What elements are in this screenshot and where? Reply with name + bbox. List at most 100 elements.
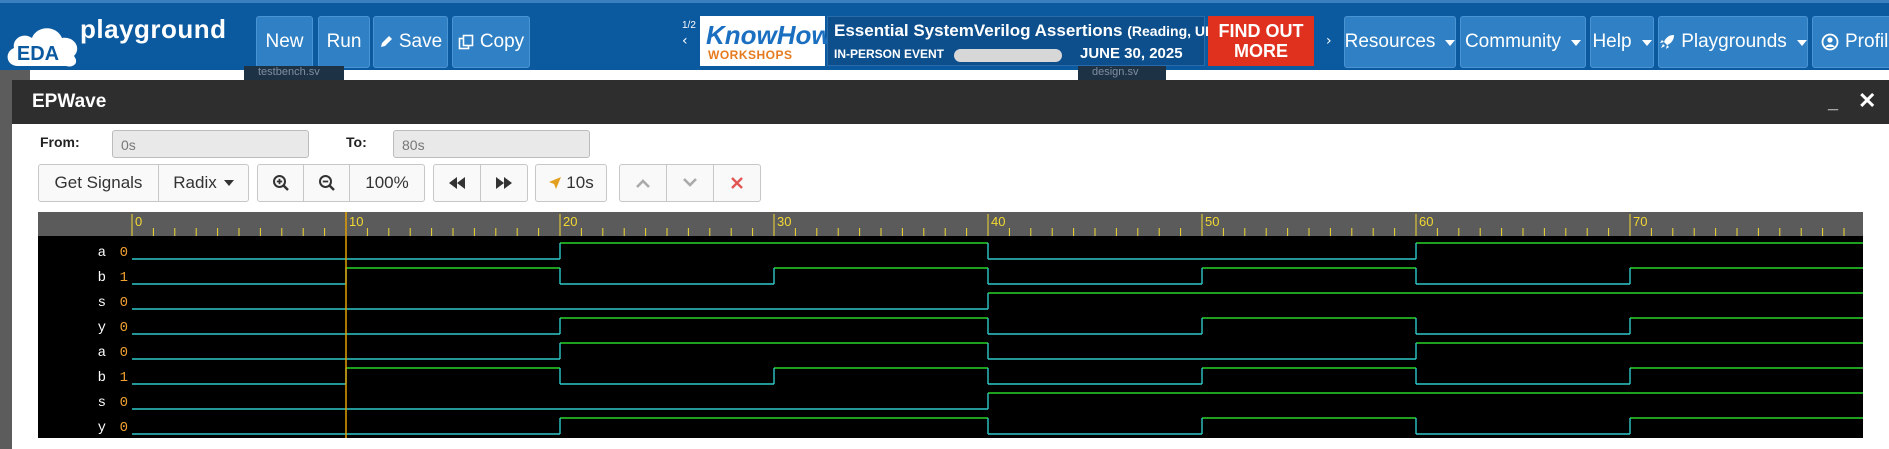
get-signals-label: Get Signals — [54, 173, 143, 192]
new-button-label: New — [265, 31, 304, 52]
ad-prev-chevron-icon[interactable]: ‹ — [682, 33, 688, 49]
signal-value: 0 — [120, 345, 128, 361]
ad-next-chevron-icon[interactable]: › — [1326, 33, 1332, 49]
copy-icon — [458, 34, 474, 50]
signal-name-y[interactable]: y — [98, 420, 106, 436]
profile-menu-label: Profile — [1845, 31, 1889, 52]
signal-name-a[interactable]: a — [98, 345, 106, 361]
from-field[interactable]: 0s — [112, 130, 309, 158]
help-menu[interactable]: Help — [1590, 16, 1654, 68]
navigate-group — [433, 164, 528, 202]
move-down-button[interactable] — [666, 164, 714, 202]
remove-signal-button[interactable] — [713, 164, 761, 202]
save-button-label: Save — [398, 31, 443, 52]
community-menu-label: Community — [1464, 31, 1562, 52]
signal-name-b[interactable]: b — [98, 270, 106, 286]
cursor-group: 10s — [535, 164, 607, 202]
epwave-body: From: 0s To: 80s Get Signals Radix 100% — [12, 124, 1889, 449]
ruler-tick-label: 0 — [135, 214, 142, 229]
epwave-window: EPWave _ ✕ From: 0s To: 80s Get Signals … — [12, 80, 1889, 449]
ad-brand-logo: KnowHow — [706, 20, 832, 50]
run-button[interactable]: Run — [318, 16, 370, 68]
ad-info-panel: Essential SystemVerilog Assertions (Read… — [827, 16, 1220, 66]
profile-menu[interactable]: Profile — [1812, 16, 1889, 68]
community-menu[interactable]: Community — [1460, 16, 1586, 68]
close-icon — [731, 177, 743, 189]
zoom-in-button[interactable] — [257, 164, 304, 202]
copy-button[interactable]: Copy — [452, 16, 530, 68]
signal-value: 0 — [120, 245, 128, 261]
signal-value: 0 — [120, 420, 128, 436]
ad-banner[interactable]: KnowHow WORKSHOPS Essential SystemVerilo… — [700, 16, 1314, 66]
chevron-down-icon — [1641, 40, 1652, 46]
cursor-step-button[interactable]: 10s — [535, 164, 607, 202]
chevron-down-icon — [1571, 40, 1582, 46]
ad-event-type: IN-PERSON EVENT — [834, 47, 945, 61]
ad-title-text: Essential SystemVerilog Assertions — [834, 21, 1123, 40]
radix-label: Radix — [173, 173, 217, 192]
rewind-icon — [449, 177, 465, 189]
from-label: From: — [40, 134, 80, 150]
ruler-tick-label: 50 — [1205, 214, 1219, 229]
ad-brand-panel: KnowHow WORKSHOPS — [700, 16, 832, 66]
ad-cta-line1: FIND OUT — [1218, 21, 1304, 41]
wave-scroll-gutter[interactable] — [1863, 212, 1889, 438]
signals-group: Get Signals Radix — [38, 164, 249, 202]
signal-name-a[interactable]: a — [98, 245, 106, 261]
ruler-tick-label: 40 — [991, 214, 1005, 229]
run-button-label: Run — [326, 31, 362, 52]
resources-menu-label: Resources — [1344, 31, 1436, 52]
ruler-tick-label: 30 — [777, 214, 791, 229]
eda-cloud-logo-icon[interactable]: EDA — [4, 16, 82, 68]
signal-order-group — [619, 164, 761, 202]
ad-date: JUNE 30, 2025 — [1080, 45, 1183, 62]
to-label: To: — [346, 134, 367, 150]
rocket-icon — [1660, 35, 1675, 49]
signal-name-s[interactable]: s — [98, 295, 106, 311]
radix-dropdown[interactable]: Radix — [158, 164, 249, 202]
signal-value: 0 — [120, 320, 128, 336]
zoom-level[interactable]: 100% — [349, 164, 425, 202]
chevron-down-icon — [1796, 40, 1807, 46]
brand-name[interactable]: playground — [80, 14, 227, 44]
zoom-in-icon — [272, 175, 289, 191]
to-field[interactable]: 80s — [393, 130, 590, 158]
move-up-button[interactable] — [619, 164, 667, 202]
chevron-down-icon — [223, 180, 234, 186]
ad-cta-button[interactable]: FIND OUT MORE — [1208, 16, 1314, 66]
ad-title: Essential SystemVerilog Assertions (Read… — [834, 21, 1220, 41]
playgrounds-menu[interactable]: Playgrounds — [1658, 16, 1808, 68]
top-navbar: EDA playground New Run Save Copy 1/2 ‹ K… — [0, 0, 1889, 70]
epwave-title: EPWave — [32, 91, 107, 112]
close-icon[interactable]: ✕ — [1858, 88, 1877, 113]
cursor-step-value: 10s — [566, 173, 594, 192]
ad-cta-line2: MORE — [1234, 41, 1288, 61]
copy-button-label: Copy — [479, 31, 525, 52]
ruler-tick-label: 20 — [563, 214, 577, 229]
zoom-out-button[interactable] — [303, 164, 350, 202]
timeline-ruler[interactable] — [38, 212, 1863, 236]
signal-name-s[interactable]: s — [98, 395, 106, 411]
epwave-title-bar[interactable]: EPWave _ ✕ — [12, 80, 1889, 124]
rewind-button[interactable] — [433, 164, 481, 202]
logo-text: EDA — [17, 43, 59, 65]
minimize-icon[interactable]: _ — [1828, 92, 1839, 112]
chevron-down-icon — [683, 178, 697, 187]
chevron-down-icon — [1445, 40, 1456, 46]
signal-value: 0 — [120, 395, 128, 411]
save-button[interactable]: Save — [373, 16, 448, 68]
ad-page-indicator: 1/2 — [682, 20, 696, 31]
signal-value: 0 — [120, 295, 128, 311]
get-signals-button[interactable]: Get Signals — [38, 164, 159, 202]
resources-menu[interactable]: Resources — [1344, 16, 1456, 68]
help-menu-label: Help — [1592, 31, 1632, 52]
waveform-viewer[interactable]: 0 10 20 30 40 50 60 70 a 0b 1s 0y 0a 0b 1s 0y 0 — [38, 212, 1863, 438]
signal-name-b[interactable]: b — [98, 370, 106, 386]
signal-value: 1 — [120, 270, 128, 286]
new-button[interactable]: New — [256, 16, 313, 68]
location-arrow-icon — [549, 177, 562, 189]
zoom-out-icon — [318, 175, 335, 191]
signal-name-y[interactable]: y — [98, 320, 106, 336]
fast-forward-button[interactable] — [480, 164, 528, 202]
ruler-tick-label: 60 — [1419, 214, 1433, 229]
